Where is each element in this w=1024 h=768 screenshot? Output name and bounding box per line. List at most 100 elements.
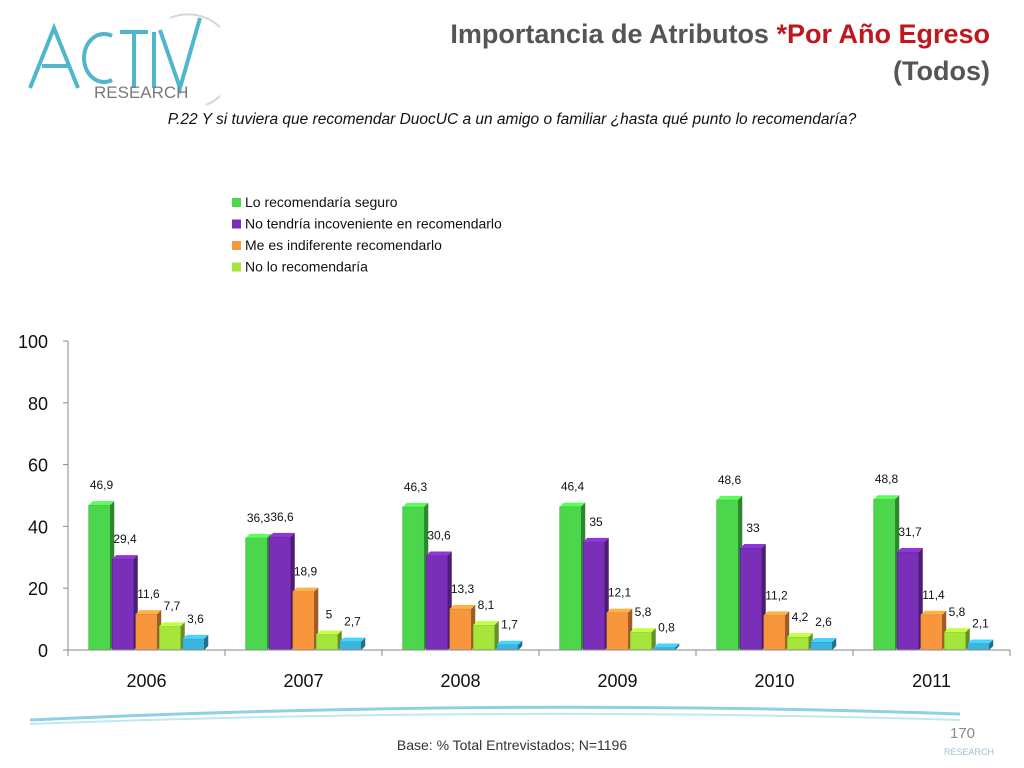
x-tick-label: 2009 <box>597 671 637 690</box>
bar-side <box>204 634 209 650</box>
bar <box>920 614 943 651</box>
data-label: 46,3 <box>404 480 428 494</box>
footer-logo: RESEARCH <box>944 747 994 757</box>
data-label: 33 <box>746 521 760 535</box>
data-label: 2,7 <box>344 615 361 629</box>
y-tick-label: 40 <box>28 517 48 537</box>
bar-top <box>763 611 790 616</box>
bar-top <box>112 555 138 560</box>
data-label: 7,7 <box>164 599 181 613</box>
title-accent: *Por Año Egreso <box>776 19 990 49</box>
title-main: Importancia de Atributos <box>450 19 777 49</box>
bar <box>402 506 425 651</box>
bar <box>111 558 135 651</box>
data-label: 3,6 <box>187 612 204 626</box>
bar <box>182 638 205 651</box>
y-tick-label: 100 <box>18 332 48 352</box>
bar <box>943 631 967 651</box>
bar-top <box>630 628 656 633</box>
bar <box>716 499 739 651</box>
bar-top <box>653 643 680 648</box>
legend-label-0: Lo recomendaría seguro <box>245 194 398 210</box>
legend-swatch-0 <box>232 198 241 207</box>
bar <box>135 613 158 651</box>
bar <box>158 625 182 651</box>
data-label: 30,6 <box>427 528 451 542</box>
activa-research-logo: RESEARCH <box>28 13 220 106</box>
legend-label-1: No tendría incoveniente en recomendarlo <box>245 216 502 232</box>
data-label: 18,9 <box>294 565 318 579</box>
bar-top <box>496 640 523 645</box>
data-label: 5 <box>326 608 333 622</box>
data-label: 46,9 <box>90 478 114 492</box>
bar-top <box>426 551 452 556</box>
data-label: 13,3 <box>451 582 475 596</box>
bar-top <box>473 620 499 625</box>
bar-top <box>182 634 209 639</box>
y-axis: 0 20 40 60 80 100 <box>18 332 69 661</box>
bar <box>315 634 339 651</box>
data-label: 35 <box>589 515 603 529</box>
data-label: 48,8 <box>875 472 899 486</box>
bar <box>873 498 896 651</box>
question-text: P.22 Y si tuviera que recomendar DuocUC … <box>167 111 857 128</box>
title-line-2: (Todos) <box>893 56 990 86</box>
data-label: 4,2 <box>792 610 809 624</box>
bar-top <box>944 628 970 633</box>
logo-subtitle: RESEARCH <box>94 83 188 102</box>
data-label: 5,8 <box>949 605 966 619</box>
chart-bars: 46,9 29,4 11,6 7,7 3,6 36,3 36,6 18,9 5 2,7 46,3 30… <box>88 472 994 651</box>
bar-top <box>920 610 947 615</box>
footer-swoosh <box>29 705 961 725</box>
bar-top <box>292 587 319 592</box>
bar <box>896 551 920 651</box>
bar <box>496 644 519 651</box>
bar-side <box>989 639 994 650</box>
data-label: 1,7 <box>501 618 518 632</box>
bar <box>339 641 362 651</box>
bar <box>245 537 268 651</box>
bar-top <box>159 622 185 627</box>
bar <box>763 615 786 651</box>
bar-top <box>402 502 429 507</box>
data-label: 11,6 <box>137 587 160 601</box>
bar-top <box>740 544 766 549</box>
data-label: 46,4 <box>561 480 585 494</box>
bar-side <box>832 637 837 650</box>
data-label: 12,1 <box>608 586 632 600</box>
bar <box>629 631 653 651</box>
legend-label-2: Me es indiferente recomendarlo <box>245 237 442 253</box>
x-axis: 2006 2007 2008 2009 2010 2011 <box>67 649 1011 690</box>
x-tick-label: 2008 <box>440 671 480 690</box>
bar-side <box>651 628 656 650</box>
bar-top <box>135 610 162 615</box>
page-title: Importancia de Atributos *Por Año Egreso… <box>390 16 990 90</box>
bar-top <box>787 633 813 638</box>
bar <box>268 536 292 651</box>
x-tick-label: 2010 <box>754 671 794 690</box>
data-label: 2,6 <box>815 615 832 629</box>
data-label: 48,6 <box>718 473 742 487</box>
bar-top <box>967 639 994 644</box>
legend-swatch-2 <box>232 241 241 250</box>
bar <box>606 612 629 651</box>
data-label: 31,7 <box>898 525 922 539</box>
page-number: 170 <box>950 725 976 742</box>
y-tick-label: 80 <box>28 394 48 414</box>
bar-top <box>339 637 366 642</box>
bar-side <box>675 643 680 650</box>
data-label: 0,8 <box>658 621 675 635</box>
bar <box>810 641 833 651</box>
bar <box>292 591 315 651</box>
bar-top <box>88 501 115 506</box>
bar <box>88 504 111 651</box>
bar <box>425 555 449 651</box>
data-label: 5,8 <box>635 605 652 619</box>
x-tick-label: 2006 <box>126 671 166 690</box>
bar-top <box>449 604 476 609</box>
bar-top <box>583 537 609 542</box>
bar <box>967 643 990 651</box>
bar <box>582 541 606 651</box>
bar <box>786 636 810 651</box>
data-label: 11,2 <box>765 588 788 602</box>
